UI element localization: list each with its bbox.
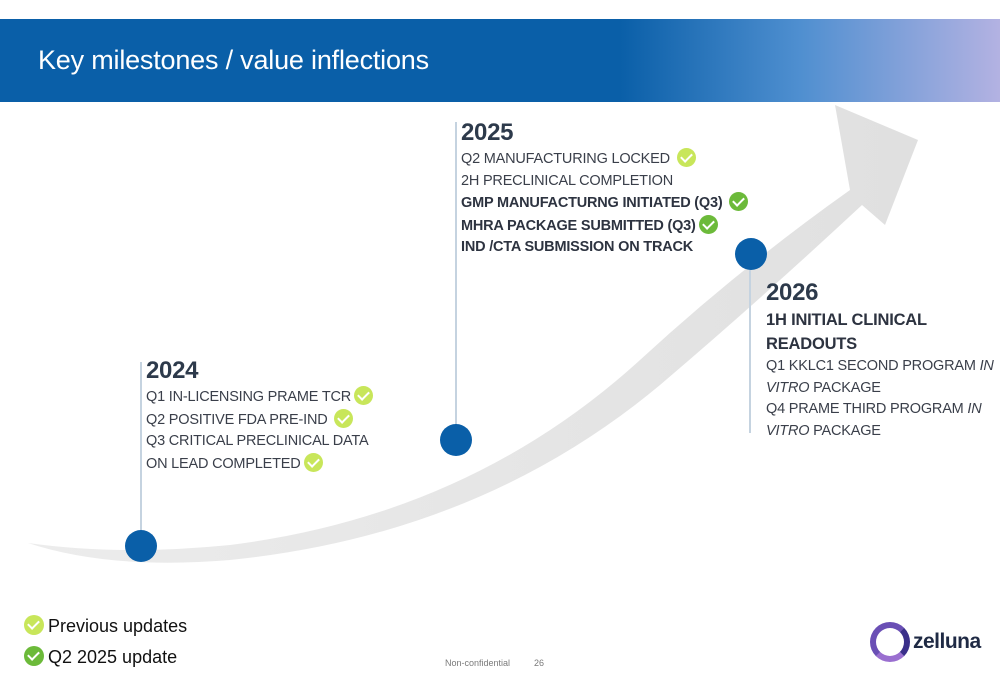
check-current-icon [698,214,718,234]
legend-previous: Previous updates [24,615,187,637]
milestone-2025: 2025 Q2 MANUFACTURING LOCKED 2H PRECLINI… [461,118,749,259]
check-current-icon [729,192,749,211]
connector-line-2025 [455,122,457,437]
zelluna-logo: zelluna [870,622,981,666]
milestone-item: GMP MANUFACTURNG INITIATED (Q3) [461,192,749,215]
milestone-item: MHRA PACKAGE SUBMITTED (Q3) [461,214,748,238]
connector-line-2024 [140,362,142,542]
connector-line-2026 [749,255,751,433]
page-number: 26 [534,658,545,668]
milestone-item: 1H INITIAL CLINICAL [766,311,927,329]
milestone-dot-2025 [440,424,472,456]
milestone-item: READOUTS [766,335,857,353]
milestone-item: 2H PRECLINICAL COMPLETION [461,172,674,189]
milestone-item: Q2 MANUFACTURING LOCKED [461,148,748,171]
page-title: Key milestones / value inflections [38,45,429,75]
legend-current: Q2 2025 update [24,646,177,668]
confidentiality-label: Non-confidential [445,658,511,668]
milestone-dot-2024 [125,530,157,562]
logo-text: zelluna [913,630,981,653]
year-label: 2024 [146,357,199,384]
milestone-item: VITRO PACKAGE [766,422,881,439]
milestone-dot-2026 [735,238,767,270]
check-previous-icon [354,386,374,405]
milestone-item: VITRO PACKAGE [766,379,881,396]
year-label: 2025 [461,119,514,146]
year-label: 2026 [766,279,819,306]
milestone-item: Q1 IN-LICENSING PRAME TCR [146,386,374,409]
milestone-item: Q2 POSITIVE FDA PRE-IND [146,408,373,432]
check-previous-icon [334,408,354,428]
milestone-item: Q4 PRAME THIRD PROGRAM IN [766,401,982,417]
milestone-item: IND /CTA SUBMISSION ON TRACK [461,239,694,255]
check-current-icon [24,646,44,666]
header-banner [0,19,1000,102]
check-previous-icon [676,148,696,167]
milestone-2024: 2024 Q1 IN-LICENSING PRAME TCR Q2 POSITI… [146,356,374,476]
milestone-2026: 2026 1H INITIAL CLINICAL READOUTS Q1 KKL… [766,278,994,442]
milestone-item: Q3 CRITICAL PRECLINICAL DATA [146,433,369,449]
check-previous-icon [303,452,323,472]
milestone-item: Q1 KKLC1 SECOND PROGRAM IN [766,358,994,374]
check-previous-icon [24,615,44,635]
milestone-item: ON LEAD COMPLETED [146,452,373,476]
logo-ring-icon [870,622,910,662]
